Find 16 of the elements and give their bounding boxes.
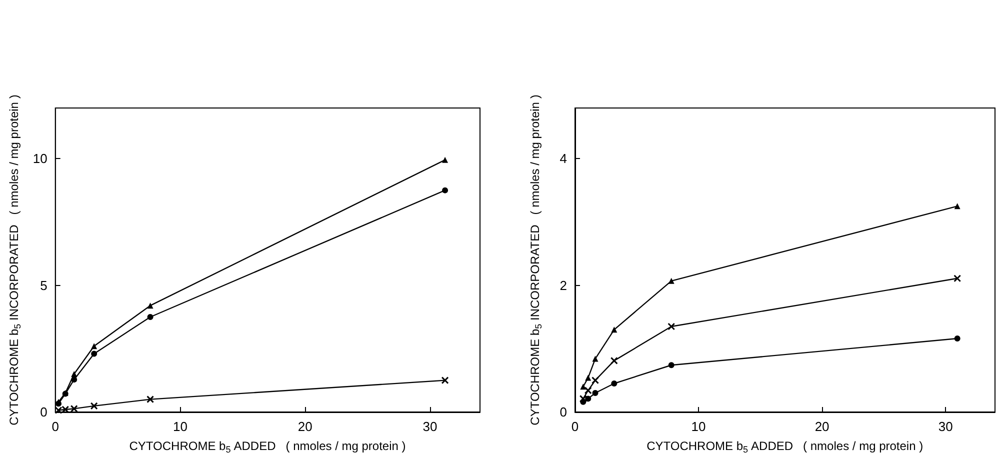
x-tick-label: 20	[298, 419, 312, 434]
x-tick-label: 0	[52, 419, 59, 434]
y-tick-label: 10	[32, 151, 48, 166]
y-tick-label: 2	[560, 278, 567, 293]
x-tick-label: 0	[571, 419, 579, 434]
y-axis-title: CYTOCHROME b5 INCORPORATED ( nmoles / mg protein )	[7, 94, 22, 426]
x-tick-label: 30	[938, 419, 953, 434]
y-tick-label: 0	[560, 404, 567, 420]
y-tick-label: 0	[40, 404, 48, 420]
y-tick-label: 4	[560, 151, 567, 166]
x-tick-label: 30	[422, 419, 438, 434]
x-tick-label: 10	[691, 419, 706, 434]
x-tick-label: 20	[814, 419, 830, 434]
x-tick-label: 10	[173, 419, 188, 434]
y-axis-title: CYTOCHROME b5 INCORPORATED ( nmoles / mg protein )	[528, 94, 544, 426]
y-tick-label: 5	[40, 278, 48, 293]
